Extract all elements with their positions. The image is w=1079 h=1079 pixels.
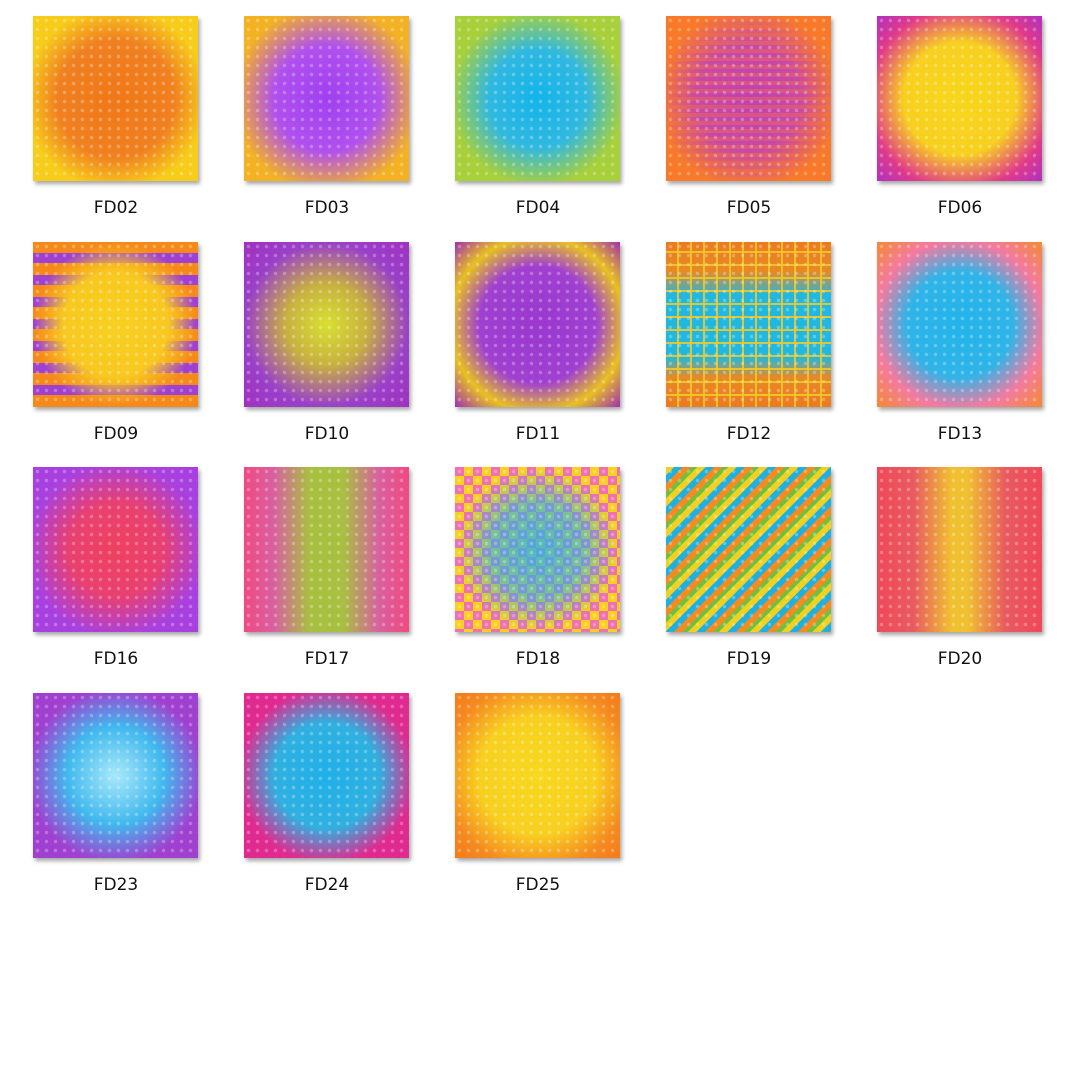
thumbnail[interactable]	[455, 692, 620, 858]
thumbnail[interactable]	[244, 16, 409, 181]
thumbnail[interactable]	[666, 467, 831, 632]
file-name[interactable]: FD05	[726, 198, 772, 218]
thumbnail[interactable]	[877, 16, 1042, 181]
file-name[interactable]: FD16	[93, 649, 139, 669]
file-name[interactable]: FD09	[93, 423, 139, 444]
file-item[interactable]: FD17	[232, 467, 422, 687]
thumbnail[interactable]	[244, 241, 409, 407]
thumbnail[interactable]	[666, 241, 831, 407]
file-name[interactable]: FD24	[304, 874, 350, 895]
thumbnail[interactable]	[455, 241, 620, 407]
file-name[interactable]: FD17	[304, 649, 350, 669]
file-name[interactable]: FD25	[515, 874, 561, 895]
file-item[interactable]: FD19	[654, 467, 844, 687]
thumbnail[interactable]	[666, 16, 831, 181]
file-item[interactable]: FD12	[654, 241, 844, 462]
thumbnail[interactable]	[33, 467, 198, 632]
file-name[interactable]: FD20	[937, 649, 983, 669]
file-name[interactable]: FD11	[515, 423, 561, 444]
file-item[interactable]: FD09	[21, 241, 211, 462]
thumbnail[interactable]	[33, 241, 198, 407]
file-name[interactable]: FD18	[515, 649, 561, 669]
file-name[interactable]: FD06	[937, 198, 983, 218]
thumbnail[interactable]	[33, 16, 198, 181]
thumbnail[interactable]	[877, 467, 1042, 632]
file-item[interactable]: FD02	[21, 16, 211, 236]
thumbnail[interactable]	[244, 692, 409, 858]
thumbnail[interactable]	[455, 467, 620, 632]
file-item[interactable]: FD06	[865, 16, 1055, 236]
file-name[interactable]: FD13	[937, 423, 983, 444]
file-item[interactable]: FD13	[865, 241, 1055, 462]
file-name[interactable]: FD04	[515, 198, 561, 218]
thumbnail[interactable]	[877, 241, 1042, 407]
file-item[interactable]: FD20	[865, 467, 1055, 687]
file-name[interactable]: FD19	[726, 649, 772, 669]
file-item[interactable]: FD18	[443, 467, 633, 687]
file-item[interactable]: FD10	[232, 241, 422, 462]
thumbnail[interactable]	[33, 692, 198, 858]
file-item[interactable]: FD25	[443, 692, 633, 913]
file-item[interactable]: FD05	[654, 16, 844, 236]
file-item[interactable]: FD16	[21, 467, 211, 687]
thumbnail[interactable]	[244, 467, 409, 632]
file-name[interactable]: FD12	[726, 423, 772, 444]
file-item[interactable]: FD24	[232, 692, 422, 913]
file-item[interactable]: FD04	[443, 16, 633, 236]
file-name[interactable]: FD10	[304, 423, 350, 444]
file-name[interactable]: FD03	[304, 198, 350, 218]
file-item[interactable]: FD03	[232, 16, 422, 236]
file-item[interactable]: FD23	[21, 692, 211, 913]
file-name[interactable]: FD02	[93, 198, 139, 218]
file-name[interactable]: FD23	[93, 874, 139, 895]
file-item[interactable]: FD11	[443, 241, 633, 462]
thumbnail[interactable]	[455, 16, 620, 181]
